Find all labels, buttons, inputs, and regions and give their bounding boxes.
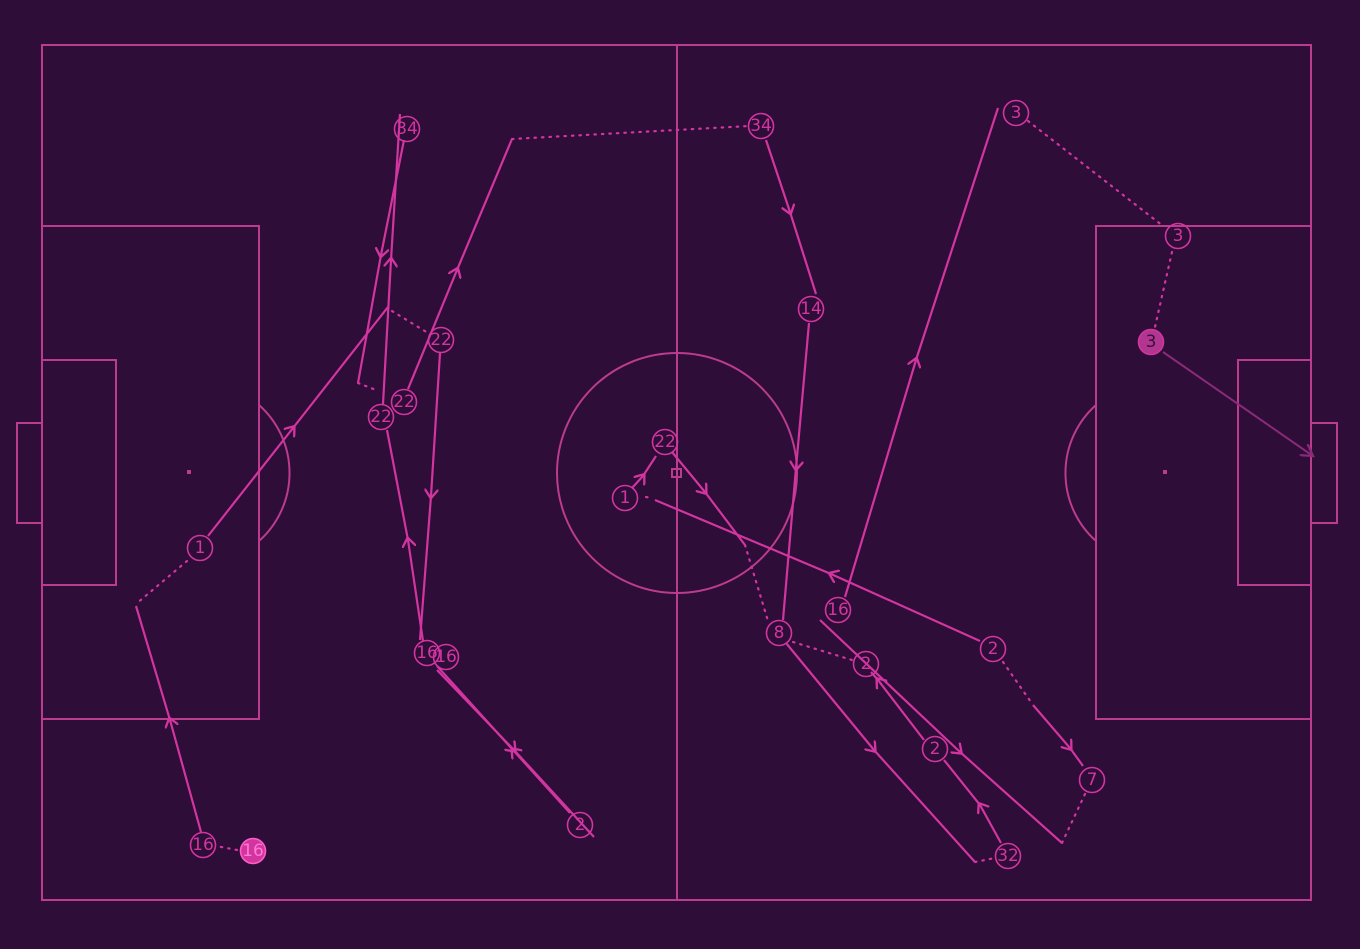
shot-line [1162,351,1313,456]
center-spot [671,468,682,478]
right-six-yard-box [1237,359,1312,586]
pitch-markings [16,44,1338,901]
player-node: 22 [390,388,418,416]
player-node: 7 [1078,766,1106,794]
carry-line [1026,119,1165,228]
left-penalty-arc [258,404,291,542]
left-penalty-box [41,225,260,720]
player-node: 22 [367,403,395,431]
left-six-yard-box [41,359,117,586]
player-node-start: 16 [239,837,267,865]
carry-line [356,381,378,392]
left-penalty-spot [187,470,191,474]
pass-line [943,759,1002,844]
carry-line [644,495,654,500]
player-number: 22 [370,407,392,427]
pass-line [385,429,425,642]
pass-line [654,498,981,643]
player-node: 34 [747,112,775,140]
player-number: 16 [435,647,457,667]
player-number: 1 [620,488,631,508]
pass-line [819,619,1063,844]
carry-line [510,124,751,141]
player-node: 34 [393,115,421,143]
player-number: 7 [1087,770,1098,790]
carry-line [1153,250,1174,329]
pass-line [406,138,514,390]
player-number: 2 [988,639,999,659]
left-goal [16,422,43,524]
player-nodes: 34 34 3 3 3 14 22 22 22 22 1 1 16 16 16 … [186,99,1192,870]
carry-line [791,640,854,662]
player-number: 32 [997,846,1019,866]
carry-line [973,856,997,864]
player-node: 22 [651,428,679,456]
player-number: 34 [750,116,772,136]
pass-line [671,451,746,546]
pass-line [785,642,976,863]
carry-line [1060,792,1087,845]
player-node: 32 [994,842,1022,870]
carry-line [1001,660,1035,707]
player-number: 3 [1146,332,1157,352]
pass-line [631,455,657,489]
pass-line [870,671,925,741]
pass-line [381,113,402,405]
player-number: 14 [800,299,822,319]
player-number: 3 [1173,226,1184,246]
player-number: 16 [192,835,214,855]
pass-line [418,352,442,641]
pass-line [781,322,811,621]
right-goal [1310,422,1338,524]
player-node: 2 [852,650,880,678]
player-node: 16 [824,596,852,624]
pass-line [134,605,203,833]
passes [134,107,1084,863]
player-node: 22 [427,326,455,354]
carry-line [390,309,430,335]
pass-line [843,107,1000,598]
player-node: 8 [765,619,793,647]
pass-line [764,139,818,295]
carry-line [214,844,239,852]
player-number: 3 [1011,103,1022,123]
player-number: 2 [575,815,586,835]
player-node: 16 [413,639,441,667]
pass-line [207,306,389,537]
player-node: 16 [189,831,217,859]
player-number: 22 [393,392,415,412]
player-node: 1 [186,534,214,562]
player-node: 16 [432,643,460,671]
player-number: 22 [430,330,452,350]
player-node: 2 [566,811,594,839]
right-penalty-arc [1064,404,1097,542]
right-penalty-box [1095,225,1312,720]
player-number: 22 [654,432,676,452]
player-node: 3 [1164,222,1192,250]
player-number: 16 [242,841,264,861]
player-number: 8 [774,623,785,643]
pass-line [436,665,571,814]
player-node: 2 [979,635,1007,663]
carry-line [743,543,770,623]
player-number: 16 [827,600,849,620]
player-number: 2 [861,654,872,674]
pass-line [1032,704,1084,767]
player-node-shooter: 3 [1137,328,1165,356]
carry-line [134,559,189,606]
player-node: 14 [797,295,825,323]
player-number: 1 [195,538,206,558]
player-number: 16 [416,643,438,663]
player-node: 2 [921,735,949,763]
carries [134,119,1174,864]
player-number: 34 [396,119,418,139]
player-node: 3 [1002,99,1030,127]
right-penalty-spot [1163,470,1167,474]
player-number: 2 [930,739,941,759]
player-node: 1 [611,484,639,512]
center-circle [556,352,798,594]
